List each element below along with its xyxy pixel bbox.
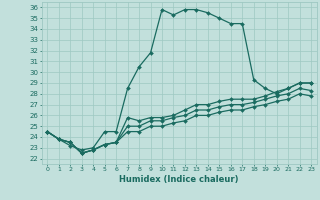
X-axis label: Humidex (Indice chaleur): Humidex (Indice chaleur) [119, 175, 239, 184]
